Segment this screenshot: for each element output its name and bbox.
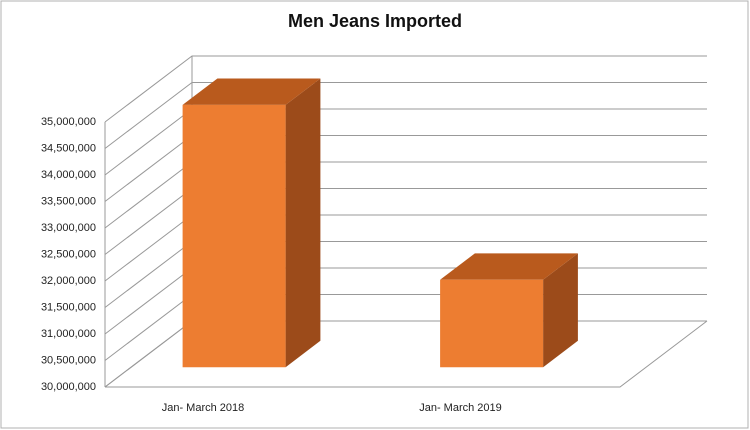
y-tick-label: 31,500,000 bbox=[41, 301, 96, 313]
bar-top bbox=[440, 253, 578, 280]
y-tick-label: 32,500,000 bbox=[41, 248, 96, 260]
y-tick-label: 31,000,000 bbox=[41, 328, 96, 340]
chart-title: Men Jeans Imported bbox=[288, 11, 462, 31]
bar bbox=[182, 78, 321, 368]
y-tick-label: 33,500,000 bbox=[41, 195, 96, 207]
bar-side bbox=[543, 253, 578, 368]
x-tick-label: Jan- March 2018 bbox=[162, 402, 245, 414]
y-tick-label: 33,000,000 bbox=[41, 222, 96, 234]
y-tick-label: 35,000,000 bbox=[41, 116, 96, 128]
bar-side bbox=[285, 78, 321, 368]
y-tick-label: 30,000,000 bbox=[41, 381, 96, 393]
bar-front bbox=[182, 104, 286, 368]
grid-line bbox=[104, 82, 707, 149]
y-tick-label: 30,500,000 bbox=[41, 354, 96, 366]
x-tick-label: Jan- March 2019 bbox=[419, 402, 502, 414]
y-tick-label: 34,000,000 bbox=[41, 169, 96, 181]
y-tick-label: 32,000,000 bbox=[41, 275, 96, 287]
bar-top bbox=[182, 78, 321, 105]
floor bbox=[105, 320, 708, 388]
bar bbox=[440, 253, 578, 368]
bar-front bbox=[440, 279, 544, 368]
grid-line bbox=[104, 55, 707, 123]
y-tick-label: 34,500,000 bbox=[41, 142, 96, 154]
